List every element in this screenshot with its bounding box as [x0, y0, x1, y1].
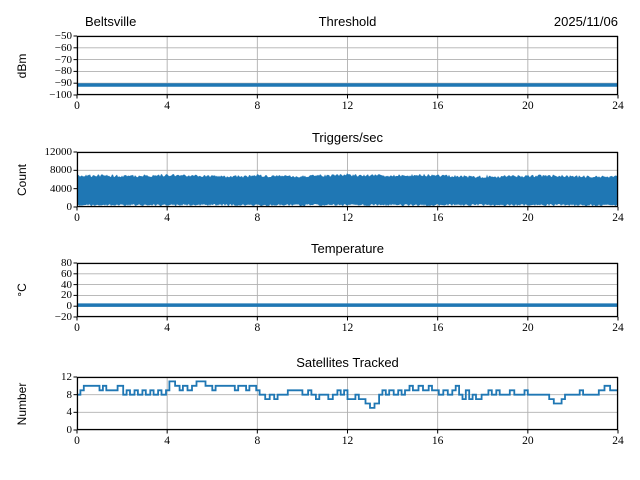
date-label: 2025/11/06 — [553, 14, 618, 29]
y-tick-label: 12 — [61, 371, 72, 383]
x-tick-label: 0 — [74, 435, 80, 447]
x-tick-label: 12 — [341, 435, 354, 447]
panel-title: Temperature — [311, 241, 384, 256]
x-tick-label: 4 — [164, 212, 171, 224]
y-tick-label: 80 — [61, 257, 72, 269]
x-tick-label: 20 — [522, 435, 534, 447]
x-tick-label: 4 — [164, 322, 171, 334]
y-tick-label: 8000 — [50, 164, 72, 177]
plot-area — [73, 376, 619, 434]
y-axis-label: Count — [15, 163, 29, 196]
y-tick-label: −70 — [54, 53, 72, 66]
y-tick-label: −50 — [54, 30, 72, 42]
x-tick-label: 8 — [254, 100, 261, 112]
station-name: Beltsville — [85, 14, 137, 29]
x-tick-label: 12 — [341, 322, 354, 334]
x-tick-label: 0 — [74, 212, 80, 224]
x-tick-label: 20 — [522, 212, 534, 224]
axes-spine — [76, 151, 619, 208]
y-tick-label: 8 — [66, 388, 73, 401]
y-tick-label: −80 — [54, 65, 72, 78]
x-tick-label: 24 — [612, 100, 624, 112]
y-tick-label: −60 — [54, 41, 72, 54]
x-tick-label: 24 — [612, 212, 624, 224]
y-tick-label: 0 — [66, 300, 73, 313]
panel-title: Threshold — [318, 14, 377, 29]
y-tick-label: −100 — [49, 89, 72, 101]
triggers-noise-band — [77, 173, 618, 207]
y-tick-label: 12000 — [44, 146, 73, 158]
y-tick-label: 60 — [61, 267, 72, 280]
panel-title: Triggers/sec — [311, 130, 384, 145]
y-tick-label: 20 — [61, 289, 72, 302]
plot-area — [73, 151, 619, 211]
axes-spine — [76, 35, 619, 96]
plot-area — [73, 262, 619, 321]
x-tick-label: 8 — [254, 435, 261, 447]
x-tick-label: 20 — [522, 322, 534, 334]
x-tick-label: 24 — [612, 435, 624, 447]
y-tick-label: −90 — [54, 77, 72, 90]
x-tick-label: 20 — [522, 100, 534, 112]
x-tick-label: 0 — [74, 100, 80, 112]
x-tick-label: 8 — [254, 212, 261, 224]
x-tick-label: 16 — [431, 100, 444, 112]
y-tick-label: 40 — [61, 278, 72, 291]
plot-area — [73, 35, 619, 99]
x-tick-label: 4 — [164, 100, 171, 112]
x-tick-label: 16 — [431, 435, 444, 447]
x-tick-label: 4 — [164, 435, 171, 447]
x-tick-label: 24 — [612, 322, 624, 334]
y-tick-label: 0 — [66, 424, 73, 436]
panel-title: Satellites Tracked — [296, 355, 399, 370]
x-tick-label: 16 — [431, 212, 444, 224]
y-tick-label: −20 — [54, 311, 72, 323]
axes-spine — [76, 262, 619, 318]
y-tick-label: 4000 — [50, 182, 72, 195]
satellites-step-line — [77, 380, 618, 409]
x-tick-label: 16 — [431, 322, 444, 334]
y-axis-label: Number — [15, 382, 29, 425]
x-tick-label: 8 — [254, 322, 261, 334]
y-tick-label: 0 — [66, 201, 73, 213]
x-tick-label: 12 — [341, 212, 354, 224]
y-tick-label: 4 — [66, 406, 73, 419]
axes-spine — [76, 376, 619, 431]
x-tick-label: 0 — [74, 322, 80, 334]
x-tick-label: 12 — [341, 100, 354, 112]
